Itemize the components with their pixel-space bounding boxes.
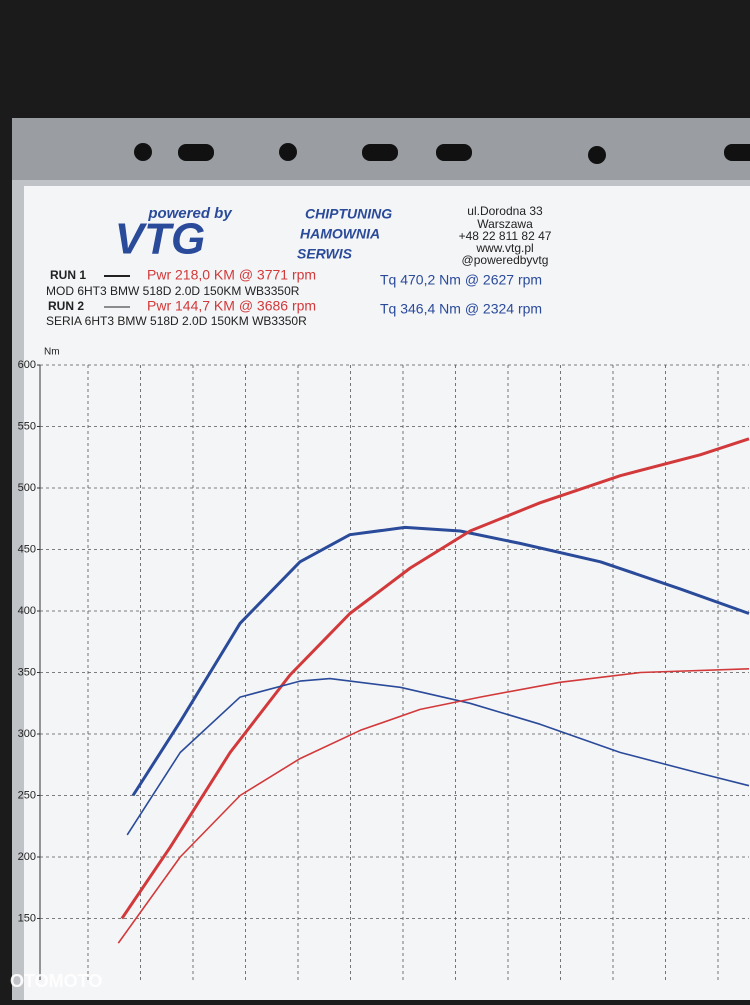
service: HAMOWNIA <box>300 226 380 242</box>
tagline: powered by <box>147 205 232 222</box>
y-tick-label: 150 <box>18 912 36 924</box>
run-label: RUN 1 <box>50 268 86 282</box>
contact: +48 22 811 82 47 <box>459 229 552 243</box>
run-label: RUN 2 <box>48 299 84 313</box>
y-tick-label: 550 <box>18 420 36 432</box>
run-torque: Tq 470,2 Nm @ 2627 rpm <box>380 272 542 288</box>
y-tick-label: 350 <box>18 666 36 678</box>
y-tick-label: 600 <box>18 359 36 371</box>
curve <box>126 677 750 836</box>
run-car: MOD 6HT3 BMW 518D 2.0D 150KM WB3350R <box>46 284 300 298</box>
run-power: Pwr 144,7 KM @ 3686 rpm <box>147 298 316 314</box>
paper <box>24 186 750 1000</box>
curve <box>117 668 750 944</box>
y-tick-label: 450 <box>18 543 36 555</box>
service: SERWIS <box>297 246 353 262</box>
plot: 150 200 250 300 350 400 450 500 550 600 <box>18 359 750 980</box>
y-tick-label: 300 <box>18 728 36 740</box>
curve <box>131 525 750 797</box>
contact: ul.Dorodna 33 <box>467 204 543 218</box>
run-power: Pwr 218,0 KM @ 3771 rpm <box>147 267 316 283</box>
contact: www.vtg.pl <box>475 241 533 255</box>
punch-holes <box>134 143 750 164</box>
run-car: SERIA 6HT3 BMW 518D 2.0D 150KM WB3350R <box>46 314 307 328</box>
service: CHIPTUNING <box>305 206 392 222</box>
y-axis-title: Nm <box>44 347 60 358</box>
y-tick-label: 200 <box>18 851 36 863</box>
y-tick-label: 500 <box>18 482 36 494</box>
y-tick-label: 400 <box>18 605 36 617</box>
logo: VTG <box>115 215 205 264</box>
contact: Warszawa <box>477 217 533 231</box>
run-torque: Tq 346,4 Nm @ 2324 rpm <box>380 301 542 317</box>
curve <box>120 437 750 920</box>
y-tick-label: 250 <box>18 789 36 801</box>
contact: @poweredbyvtg <box>462 253 549 267</box>
watermark: OTOMOTO <box>10 971 102 991</box>
